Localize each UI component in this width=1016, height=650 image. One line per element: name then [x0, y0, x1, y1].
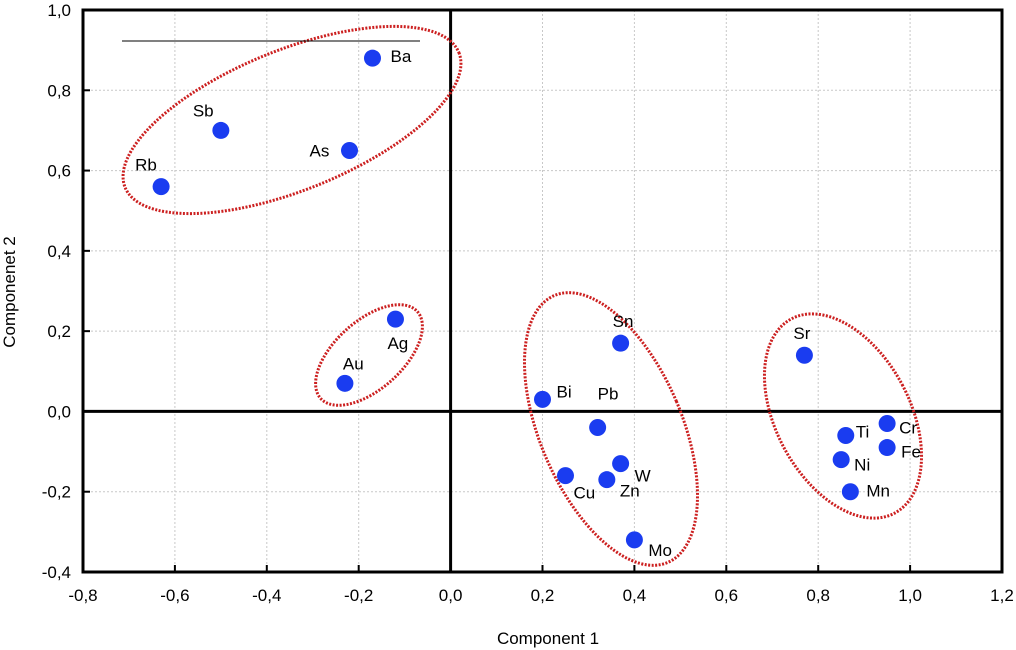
x-tick-label: -0,8 [68, 586, 97, 605]
y-tick-label: 0,4 [47, 242, 71, 261]
point-label-ti: Ti [856, 423, 870, 442]
x-tick-label: 0,0 [439, 586, 463, 605]
y-tick-label: 1,0 [47, 1, 71, 20]
y-tick-label: 0,0 [47, 402, 71, 421]
point-label-ni: Ni [854, 456, 870, 475]
x-tick-label: 0,6 [714, 586, 738, 605]
point-au [336, 374, 354, 392]
point-label-sn: Sn [613, 312, 634, 331]
y-tick-label: 0,2 [47, 322, 71, 341]
reference-lines [83, 10, 1002, 572]
point-label-mo: Mo [648, 541, 672, 560]
y-tick-label: 0,8 [47, 81, 71, 100]
point-ag [386, 310, 404, 328]
point-sn [612, 334, 630, 352]
point-bi [534, 390, 551, 408]
point-as [341, 142, 359, 159]
x-tick-label: -0,6 [160, 586, 189, 605]
point-fe [878, 439, 896, 457]
x-tick-label: 0,8 [806, 586, 830, 605]
point-cr [878, 414, 896, 432]
y-tick-label: 0,6 [47, 162, 71, 181]
point-ni [832, 451, 850, 469]
cluster-ellipses [121, 24, 924, 567]
y-axis-title: Componenet 2 [0, 236, 19, 348]
point-w [612, 455, 630, 473]
point-sr [795, 346, 813, 364]
grid-lines [83, 10, 1002, 572]
point-label-cr: Cr [899, 418, 917, 437]
x-axis-title: Component 1 [497, 629, 599, 648]
y-axis-ticks: -0,4 -0,2 0,0 0,2 0,4 0,6 0,8 1,0 [42, 1, 90, 582]
cluster-sr-ti-cr-fe-ni-mn [762, 312, 924, 520]
x-tick-label: -0,4 [252, 586, 281, 605]
y-tick-label: -0,2 [42, 483, 71, 502]
point-label-rb: Rb [135, 156, 157, 175]
point-label-ag: Ag [387, 334, 408, 353]
point-pb [589, 418, 607, 436]
point-label-cu: Cu [573, 484, 595, 503]
x-tick-label: 1,2 [990, 586, 1014, 605]
cluster-ag-au [314, 303, 424, 407]
point-label-sb: Sb [193, 101, 214, 120]
point-label-sr: Sr [793, 324, 810, 343]
x-axis-ticks: -0,8 -0,6 -0,4 -0,2 0,0 0,2 0,4 0,6 0,8 1,0 1,2 [68, 565, 1014, 605]
cluster-ba-sb-as-rb [121, 24, 463, 216]
x-tick-label: -0,2 [344, 586, 373, 605]
point-label-mn: Mn [866, 482, 890, 501]
point-label-pb: Pb [598, 384, 619, 403]
data-points: Ba Sb As Rb Ag Au Sn Bi Pb W Cu Zn Mo Sr Ti Cr Fe Ni Mn [135, 47, 921, 560]
point-mn [841, 483, 859, 501]
point-rb [152, 178, 170, 196]
point-cu [556, 467, 574, 485]
point-sb [212, 121, 230, 139]
point-label-bi: Bi [557, 382, 572, 401]
point-label-w: W [635, 467, 651, 486]
x-tick-label: 1,0 [898, 586, 922, 605]
point-label-fe: Fe [901, 443, 921, 462]
point-label-zn: Zn [620, 482, 640, 501]
x-tick-label: 0,2 [531, 586, 555, 605]
point-label-as: As [310, 142, 330, 161]
point-zn [598, 471, 616, 489]
point-ba [363, 49, 381, 67]
point-label-ba: Ba [390, 47, 411, 66]
cluster-sn-bi-pb-w-cu-zn-mo [523, 291, 699, 567]
x-tick-label: 0,4 [623, 586, 647, 605]
point-mo [625, 531, 643, 549]
point-label-au: Au [343, 354, 364, 373]
point-ti [837, 427, 855, 445]
y-tick-label: -0,4 [42, 563, 71, 582]
